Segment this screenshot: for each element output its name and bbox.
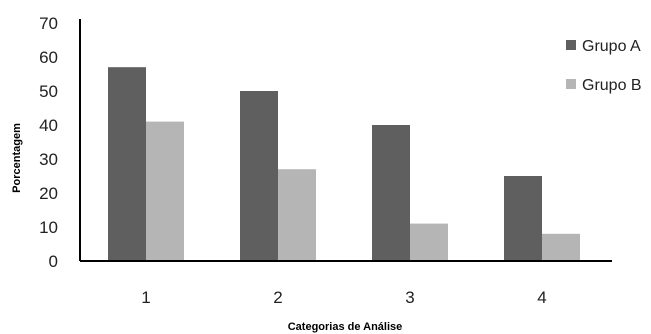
x-tick-label: 2 (273, 288, 282, 307)
bar-grupo-b-1 (146, 121, 184, 261)
legend: Grupo A Grupo B (566, 38, 642, 94)
legend-swatch (566, 40, 576, 50)
legend-swatch (566, 79, 576, 89)
y-tick-label: 30 (39, 150, 58, 169)
bar-grupo-a-3 (372, 125, 410, 261)
y-tick-label: 0 (49, 252, 58, 271)
y-axis-tick-labels: 0 10 20 30 40 50 60 70 (39, 14, 58, 271)
y-tick-label: 70 (39, 14, 58, 33)
x-tick-label: 1 (141, 288, 150, 307)
y-tick-label: 50 (39, 82, 58, 101)
x-axis-title: Categorias de Análise (288, 321, 403, 333)
y-tick-label: 10 (39, 218, 58, 237)
bars (108, 67, 580, 261)
y-axis-title: Porcentagem (11, 123, 23, 193)
bar-grupo-a-4 (504, 176, 542, 261)
bar-grupo-b-4 (542, 233, 580, 261)
bar-grupo-b-3 (410, 223, 448, 261)
legend-label: Grupo A (582, 38, 641, 55)
x-tick-label: 4 (537, 288, 546, 307)
y-tick-label: 40 (39, 116, 58, 135)
legend-label: Grupo B (582, 77, 642, 94)
bar-grupo-a-1 (108, 67, 146, 261)
y-tick-label: 60 (39, 48, 58, 67)
bar-grupo-b-2 (278, 169, 316, 261)
x-axis-tick-labels: 1 2 3 4 (141, 288, 546, 307)
y-tick-label: 20 (39, 184, 58, 203)
x-tick-label: 3 (405, 288, 414, 307)
bar-grupo-a-2 (240, 91, 278, 261)
